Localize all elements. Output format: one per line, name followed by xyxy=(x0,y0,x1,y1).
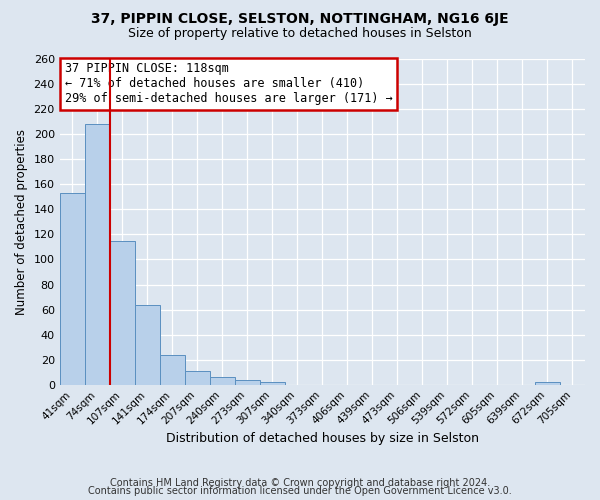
Y-axis label: Number of detached properties: Number of detached properties xyxy=(15,129,28,315)
Bar xyxy=(210,377,235,384)
Bar xyxy=(110,240,135,384)
Bar xyxy=(160,354,185,384)
Bar xyxy=(59,193,85,384)
Text: Contains HM Land Registry data © Crown copyright and database right 2024.: Contains HM Land Registry data © Crown c… xyxy=(110,478,490,488)
Text: Contains public sector information licensed under the Open Government Licence v3: Contains public sector information licen… xyxy=(88,486,512,496)
Bar xyxy=(535,382,560,384)
Bar xyxy=(235,380,260,384)
Text: 37, PIPPIN CLOSE, SELSTON, NOTTINGHAM, NG16 6JE: 37, PIPPIN CLOSE, SELSTON, NOTTINGHAM, N… xyxy=(91,12,509,26)
Bar xyxy=(85,124,110,384)
Bar xyxy=(135,304,160,384)
Bar xyxy=(260,382,285,384)
Text: 37 PIPPIN CLOSE: 118sqm
← 71% of detached houses are smaller (410)
29% of semi-d: 37 PIPPIN CLOSE: 118sqm ← 71% of detache… xyxy=(65,62,392,106)
Text: Size of property relative to detached houses in Selston: Size of property relative to detached ho… xyxy=(128,28,472,40)
X-axis label: Distribution of detached houses by size in Selston: Distribution of detached houses by size … xyxy=(166,432,479,445)
Bar xyxy=(185,371,210,384)
